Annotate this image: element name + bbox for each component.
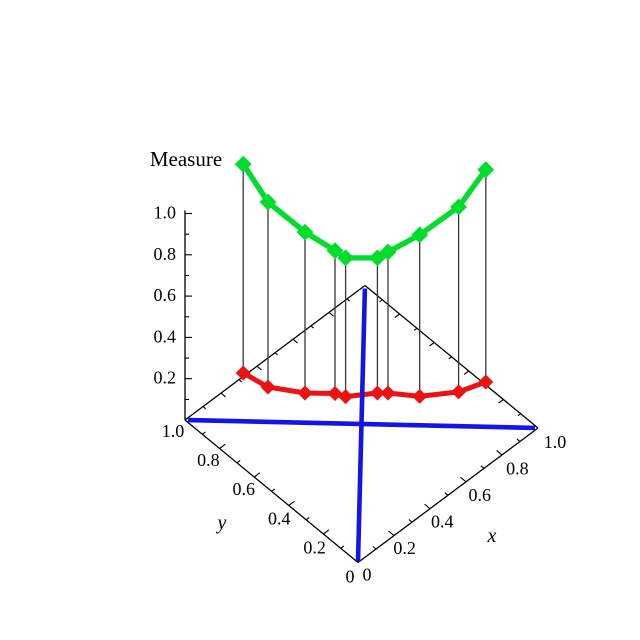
back-tick	[429, 342, 435, 347]
y-tick	[271, 488, 276, 492]
x-tick	[532, 423, 539, 429]
green-series-marker	[411, 226, 429, 244]
y-tick-label: 0	[346, 567, 355, 587]
x-axis-title: x	[487, 525, 497, 547]
red-series-marker	[338, 389, 354, 405]
y-axis: 0 0.2 0.4 0.6 0.8 1.0	[162, 415, 359, 587]
back-tick	[202, 406, 207, 410]
x-axis: 0 0.2 0.4 0.6 0.8 1.0	[357, 423, 567, 585]
y-tick-label: 0.6	[233, 479, 256, 499]
red-series-marker	[451, 384, 467, 400]
y-tick-label: 0.4	[268, 508, 291, 528]
green-series-marker	[259, 193, 277, 211]
base-diagonals	[187, 288, 536, 562]
green-series-line	[240, 162, 488, 261]
x-tick	[496, 449, 503, 456]
base-back-edge-right	[364, 284, 539, 429]
red-series-marker	[235, 365, 251, 381]
y-tick	[219, 443, 226, 449]
green-series-marker	[337, 249, 354, 267]
x-tick	[372, 546, 377, 550]
x-tick	[424, 503, 431, 510]
back-tick	[346, 298, 351, 302]
x-tick-label: 0.6	[469, 485, 492, 505]
x-tick	[408, 519, 413, 523]
z-axis: 0.2 0.4 0.6 0.8 1.0	[154, 203, 192, 420]
back-tick	[517, 413, 522, 417]
back-tick	[413, 327, 418, 331]
red-series-marker	[369, 385, 385, 401]
red-series-marker	[380, 385, 396, 401]
base-diagonal-line	[355, 288, 368, 562]
back-tick	[274, 352, 279, 356]
green-series-marker	[326, 242, 344, 259]
green-series-marker	[296, 223, 314, 241]
x-tick	[388, 530, 395, 537]
x-tick	[460, 476, 467, 483]
back-tick	[220, 392, 226, 398]
green-series-marker	[379, 243, 397, 261]
y-tick	[288, 500, 295, 506]
green-series-marker	[234, 155, 252, 173]
red-series-marker	[260, 379, 276, 395]
y-tick	[184, 415, 191, 421]
y-tick	[323, 529, 330, 535]
x-tick-label: 0.2	[393, 538, 416, 558]
y-tick-label: 1.0	[162, 421, 185, 441]
stem-lines	[242, 164, 487, 397]
x-tick-label: 0.8	[506, 459, 529, 479]
z-tick-label: 0.2	[154, 368, 177, 388]
green-series	[234, 155, 495, 267]
back-tick	[310, 325, 315, 329]
y-tick-label: 0.8	[197, 450, 220, 470]
red-series-marker	[412, 388, 428, 404]
x-tick	[516, 438, 521, 442]
back-tick	[448, 356, 452, 360]
back-tick	[463, 370, 470, 376]
x-tick	[480, 465, 485, 469]
x-tick-label: 0	[363, 565, 372, 585]
z-axis-title: Measure	[150, 147, 222, 171]
y-tick	[253, 472, 261, 478]
back-tick	[328, 311, 334, 317]
y-tick-label: 0.2	[303, 537, 326, 557]
y-tick	[201, 431, 206, 435]
back-tick	[394, 313, 400, 319]
back-tick	[292, 338, 298, 344]
back-tick	[498, 399, 504, 404]
y-tick	[340, 545, 345, 549]
green-series-marker	[450, 198, 467, 216]
z-tick-label: 0.6	[154, 285, 177, 305]
y-tick	[236, 459, 241, 464]
back-tick	[256, 365, 262, 371]
y-axis-title: y	[216, 512, 227, 534]
x-tick	[444, 492, 449, 496]
back-tick	[238, 379, 243, 383]
red-series-marker	[297, 385, 313, 401]
z-tick-label: 1.0	[154, 203, 177, 223]
back-tick	[379, 299, 383, 303]
base-back-edge-left	[184, 284, 366, 421]
red-series-marker	[478, 374, 494, 390]
z-tick-label: 0.4	[154, 326, 177, 346]
y-tick	[305, 516, 310, 521]
green-series-marker	[477, 161, 495, 179]
x-tick-label: 0.4	[431, 512, 454, 532]
z-tick-label: 0.8	[154, 244, 177, 264]
x-tick-label: 1.0	[544, 432, 567, 452]
